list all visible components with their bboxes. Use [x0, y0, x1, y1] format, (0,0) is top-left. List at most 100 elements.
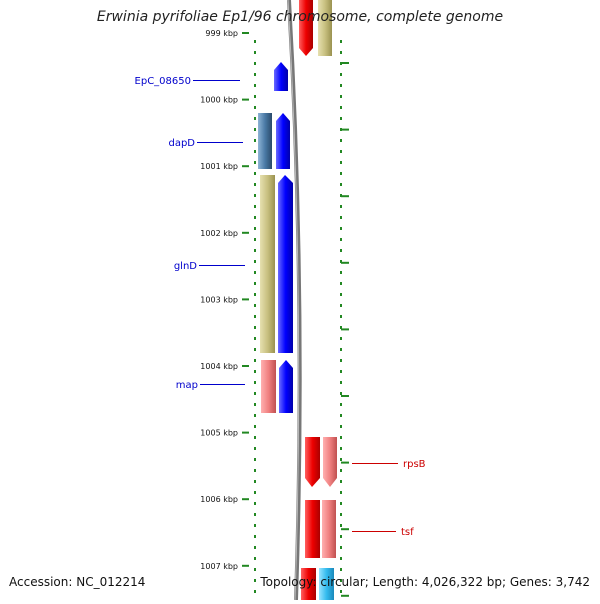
guide-dot — [340, 238, 342, 241]
ruler-tick-label: 999 kbp — [205, 29, 238, 38]
ruler-tick-label: 1002 kbp — [200, 229, 238, 238]
feature-rpsB-companion[interactable] — [323, 437, 337, 487]
guide-dot — [340, 425, 342, 428]
ruler-tick-label: 1005 kbp — [200, 429, 238, 438]
ruler-tick-label: 1006 kbp — [200, 495, 238, 504]
gene-label-dapD[interactable]: dapD — [168, 138, 195, 149]
feature-tsf-companion[interactable] — [322, 500, 336, 558]
guide-dot — [340, 227, 342, 230]
guide-dot — [340, 392, 342, 395]
guide-dot — [254, 502, 256, 505]
gene-label-map[interactable]: map — [176, 380, 198, 391]
guide-dot — [340, 359, 342, 362]
guide-dot — [254, 568, 256, 571]
guide-dot — [254, 227, 256, 230]
feature-map-companion[interactable] — [261, 360, 276, 413]
gene-label-EpC_08650[interactable]: EpC_08650 — [135, 76, 191, 87]
accession-label: Accession: NC_012214 — [9, 575, 146, 589]
gene-label-rpsB[interactable]: rpsB — [403, 459, 426, 470]
guide-dot — [340, 436, 342, 439]
feature-track-right — [299, 0, 337, 600]
guide-dot — [340, 348, 342, 351]
guide-dot — [254, 557, 256, 560]
guide-dot — [340, 535, 342, 538]
guide-dot — [254, 183, 256, 186]
feature-top-red[interactable] — [299, 0, 313, 56]
guide-dot — [254, 95, 256, 98]
guide-dot — [340, 216, 342, 219]
guide-dot — [254, 172, 256, 175]
guide-dot — [254, 524, 256, 527]
guide-dot — [340, 117, 342, 120]
dotted-guides — [254, 40, 342, 593]
guide-dot — [254, 73, 256, 76]
ruler-axis: 999 kbp 1000 kbp 1001 kbp 1002 kbp 1003 kbp 1… — [200, 29, 349, 597]
guide-dot — [254, 447, 256, 450]
chromosome-backbone-highlight — [287, 0, 300, 601]
guide-dot — [254, 106, 256, 109]
feature-map[interactable] — [279, 360, 293, 413]
guide-dot — [254, 304, 256, 307]
guide-dot — [254, 590, 256, 593]
feature-rpsB[interactable] — [305, 437, 320, 487]
guide-dot — [340, 84, 342, 87]
feature-top-olive[interactable] — [318, 0, 332, 56]
guide-dot — [254, 579, 256, 582]
gene-label-glnD[interactable]: glnD — [174, 261, 197, 272]
guide-dot — [254, 480, 256, 483]
guide-dot — [340, 161, 342, 164]
guide-dot — [340, 249, 342, 252]
ruler-tick-label: 1004 kbp — [200, 362, 238, 371]
guide-dot — [340, 579, 342, 582]
guide-dot — [254, 51, 256, 54]
guide-dot — [254, 436, 256, 439]
guide-dot — [340, 337, 342, 340]
guide-dot — [340, 480, 342, 483]
guide-dot — [254, 128, 256, 131]
gene-labels: EpC_08650 dapD glnD map rpsB tsf — [135, 76, 426, 538]
feature-dapD[interactable] — [276, 113, 290, 169]
guide-dot — [340, 40, 342, 43]
gene-label-tsf[interactable]: tsf — [401, 527, 414, 538]
feature-EpC_08650[interactable] — [274, 62, 288, 91]
guide-dot — [254, 348, 256, 351]
guide-dot — [254, 238, 256, 241]
guide-dot — [340, 469, 342, 472]
guide-dot — [340, 502, 342, 505]
guide-dot — [340, 51, 342, 54]
guide-dot — [254, 425, 256, 428]
topology-label: Topology: circular; Length: 4,026,322 bp… — [260, 575, 590, 589]
feature-bottom-red[interactable] — [301, 568, 316, 600]
feature-glnD[interactable] — [278, 175, 293, 353]
guide-dot — [254, 293, 256, 296]
feature-dapD-companion[interactable] — [258, 113, 272, 169]
guide-dot — [340, 271, 342, 274]
guide-dot — [254, 403, 256, 406]
guide-dot — [254, 271, 256, 274]
guide-dot — [340, 95, 342, 98]
guide-dot — [254, 469, 256, 472]
guide-dot — [340, 150, 342, 153]
guide-dot — [254, 535, 256, 538]
guide-dot — [254, 161, 256, 164]
genome-title: Erwinia pyrifoliae Ep1/96 chromosome, co… — [96, 9, 504, 25]
feature-tsf[interactable] — [305, 500, 320, 558]
guide-dot — [340, 513, 342, 516]
guide-dot — [254, 40, 256, 43]
guide-dot — [254, 491, 256, 494]
guide-dot — [340, 524, 342, 527]
guide-dot — [254, 315, 256, 318]
feature-glnD-companion[interactable] — [260, 175, 275, 353]
guide-dot — [340, 326, 342, 329]
guide-dot — [340, 260, 342, 263]
guide-dot — [340, 568, 342, 571]
guide-dot — [254, 381, 256, 384]
feature-bottom-cyan[interactable] — [319, 568, 334, 600]
guide-dot — [254, 205, 256, 208]
guide-dot — [340, 139, 342, 142]
guide-dot — [340, 172, 342, 175]
guide-dot — [254, 117, 256, 120]
guide-dot — [340, 546, 342, 549]
